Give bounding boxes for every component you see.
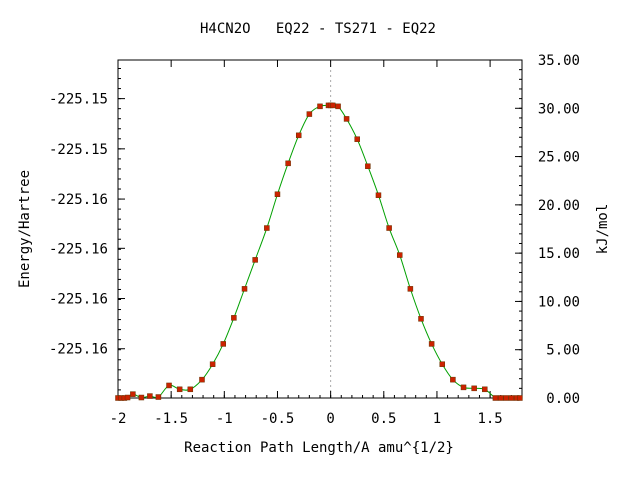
data-point (252, 257, 258, 263)
x-tick-label: -2 (110, 411, 127, 427)
left-y-axis-label: Energy/Hartree (17, 170, 33, 288)
left-y-tick-label: -225.15 (49, 142, 108, 158)
left-y-tick-label: -225.16 (49, 342, 108, 358)
data-point (155, 394, 162, 400)
data-point (517, 395, 523, 401)
data-point (375, 192, 382, 198)
data-point (460, 384, 467, 391)
data-point (428, 341, 435, 347)
right-y-axis-label: kJ/mol (595, 204, 611, 255)
right-y-tick-label: 10.00 (538, 294, 580, 310)
data-point (187, 386, 194, 393)
data-point (386, 225, 392, 231)
data-point (241, 286, 248, 292)
plot-area (117, 59, 523, 399)
x-tick-label: -1.5 (154, 411, 188, 427)
data-point (407, 286, 414, 292)
plot-border (117, 59, 523, 399)
data-point (497, 395, 504, 401)
data-point (354, 136, 360, 142)
data-point (274, 191, 281, 197)
x-tick-label: 0 (326, 411, 334, 427)
data-point (482, 386, 488, 393)
right-y-tick-label: 20.00 (538, 198, 580, 214)
x-tick-label: 1.5 (477, 411, 502, 427)
data-point (220, 341, 226, 347)
left-y-tick-label: -225.16 (49, 292, 108, 308)
data-point (335, 103, 341, 110)
data-point (317, 103, 323, 110)
left-y-tick-label: -225.15 (49, 92, 108, 108)
data-point (199, 376, 205, 383)
data-point (471, 385, 477, 392)
right-y-axis: 35.00 30.00 25.00 20.00 15.00 10.00 5.00 0.00 (515, 53, 580, 407)
right-y-tick-label: 35.00 (538, 53, 580, 69)
right-y-tick-label: 25.00 (538, 150, 580, 166)
right-y-tick-label: 15.00 (538, 246, 580, 262)
series-line (118, 104, 520, 400)
data-point (295, 132, 302, 139)
data-point (209, 361, 216, 367)
data-point (396, 252, 403, 258)
series-layer (115, 102, 523, 401)
data-point (166, 382, 172, 389)
data-point (330, 102, 336, 109)
x-axis-label: Reaction Path Length/A amu^{1/2} (184, 440, 454, 456)
data-point (503, 395, 509, 401)
data-point (130, 391, 136, 397)
data-point (124, 394, 131, 401)
right-y-tick-label: 5.00 (546, 343, 580, 359)
left-y-tick-label: -225.16 (49, 192, 108, 208)
data-point (418, 316, 424, 322)
x-tick-label: -0.5 (261, 411, 295, 427)
data-point (365, 163, 371, 169)
data-point (439, 361, 446, 367)
x-tick-label: 1 (433, 411, 441, 427)
right-y-tick-label: 0.00 (546, 391, 580, 407)
chart-title: H4CN2O EQ22 - TS271 - EQ22 (200, 21, 436, 37)
data-point (306, 111, 313, 117)
data-point (264, 225, 270, 231)
data-point (492, 395, 499, 401)
data-point (343, 116, 350, 122)
data-point (508, 395, 515, 401)
data-point (450, 376, 456, 383)
data-point (138, 394, 145, 401)
right-y-tick-label: 30.00 (538, 101, 580, 117)
left-y-tick-label: -225.16 (49, 241, 108, 257)
left-y-axis: -225.15 -225.15 -225.16 -225.16 -225.16 -225.… (49, 67, 125, 391)
data-point (176, 386, 183, 393)
data-point (231, 315, 237, 321)
x-tick-label: -1 (216, 411, 233, 427)
x-tick-label: 0.5 (371, 411, 396, 427)
x-axis: -2 -1.5 -1 -0.5 0 0.5 1 1.5 (110, 60, 523, 427)
data-point (285, 160, 291, 167)
data-point (147, 393, 153, 399)
